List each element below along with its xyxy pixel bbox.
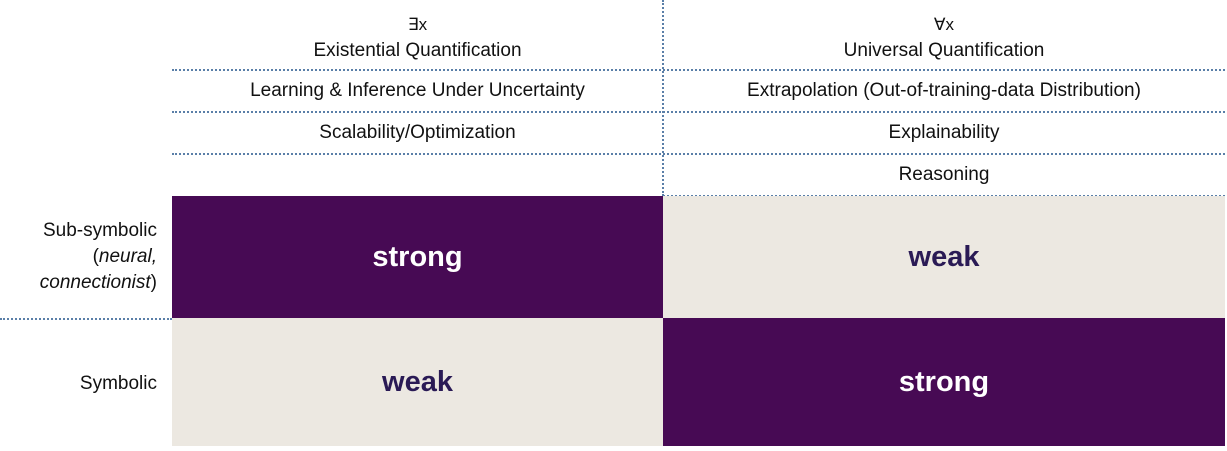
row-label-subsymbolic-text: Sub-symbolic: [42, 220, 157, 241]
row-label-symbolic: Symbolic: [79, 373, 157, 394]
column-title-existential: Existential Quantification: [313, 40, 522, 61]
row-label-neural: neural,: [98, 246, 157, 267]
column-header-existential: ∃x Existential Quantification: [172, 14, 663, 62]
column-divider: [662, 0, 664, 196]
cell-subsymbolic-universal: weak: [663, 196, 1225, 318]
forall-symbol: ∀x: [933, 15, 955, 34]
paren-close: ): [150, 272, 157, 293]
column-title-universal: Universal Quantification: [843, 40, 1045, 61]
row-label-connectionist: connectionist: [39, 272, 151, 293]
property-explainability: Explainability: [888, 122, 1000, 143]
property-extrapolation: Extrapolation (Out-of-training-data Dist…: [747, 80, 1141, 101]
cell-symbolic-existential: weak: [172, 318, 663, 446]
exists-symbol: ∃x: [407, 15, 428, 34]
column-header-universal: ∀x Universal Quantification: [663, 14, 1225, 62]
row-divider: [0, 318, 172, 320]
property-scalability: Scalability/Optimization: [319, 122, 516, 143]
cell-subsymbolic-existential: strong: [172, 196, 663, 318]
header-divider-1: [172, 69, 1225, 71]
paren-open: (: [92, 246, 99, 267]
row-label-subsymbolic: Sub-symbolic (neural, connectionist): [40, 218, 157, 296]
cell-symbolic-universal: strong: [663, 318, 1225, 446]
header-divider-3: [172, 153, 1225, 155]
property-learning-inference: Learning & Inference Under Uncertainty: [250, 80, 585, 101]
property-reasoning: Reasoning: [898, 164, 990, 185]
header-divider-2: [172, 111, 1225, 113]
